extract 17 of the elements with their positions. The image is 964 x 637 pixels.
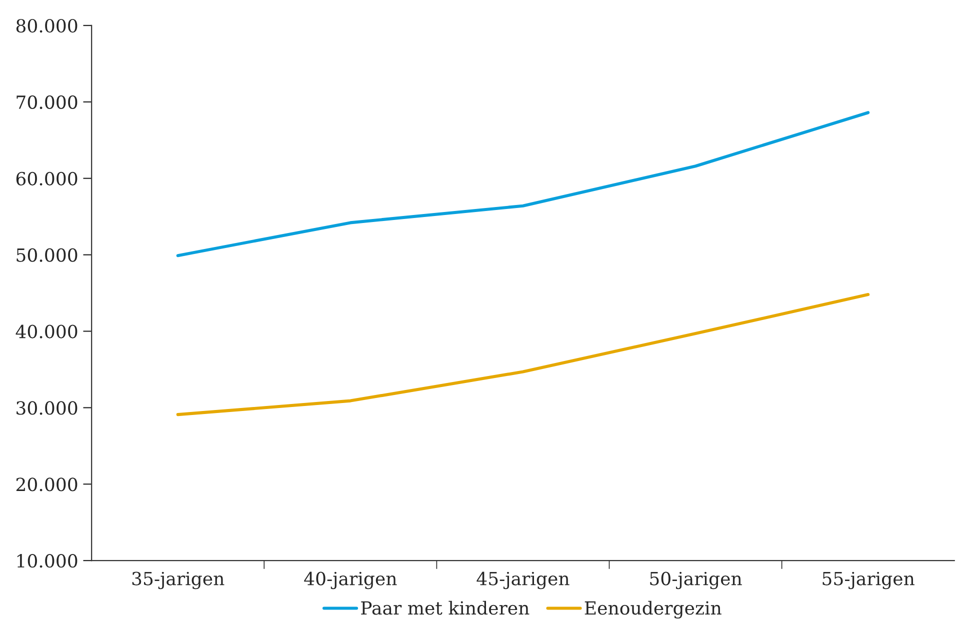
line-series (176, 111, 870, 258)
legend-label: Eenoudergezin (584, 600, 722, 619)
y-tick-label: 10.000 (17, 554, 78, 568)
y-tick-label: 30.000 (16, 401, 78, 415)
y-tick-label: 40.000 (16, 324, 78, 338)
x-tick-label: 50-jarigen (650, 572, 742, 590)
y-tick-label: 80.000 (16, 18, 78, 33)
y-tick-label: 70.000 (16, 95, 78, 110)
y-tick-label: 60.000 (16, 172, 78, 186)
y-tick-label: 20.000 (16, 478, 78, 492)
line-series (176, 293, 870, 416)
x-tick-label: 45-jarigen (476, 572, 570, 590)
x-tick-label: 35-jarigen (132, 572, 224, 590)
x-tick-label: 40-jarigen (304, 572, 397, 590)
legend-label: Paar met kinderen (361, 600, 530, 615)
y-tick-label: 50.000 (16, 248, 78, 262)
x-tick-label: 55-jarigen (822, 572, 914, 590)
